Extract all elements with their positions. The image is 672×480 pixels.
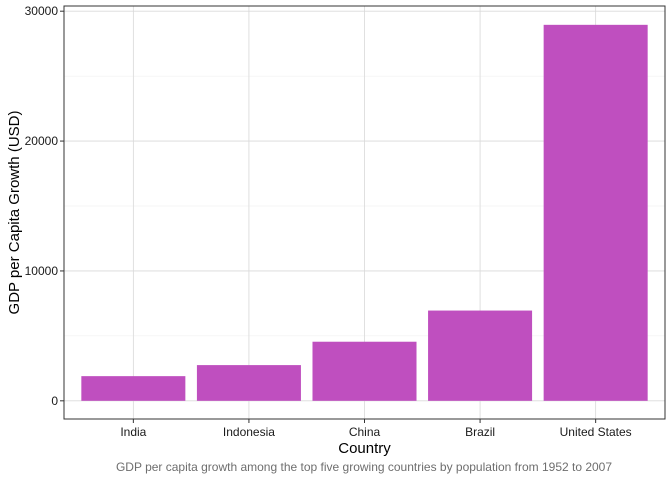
y-axis-ticks: 0 10000 20000 30000 bbox=[25, 4, 64, 408]
x-axis-title: Country bbox=[338, 440, 391, 457]
y-axis-title: GDP per Capita Growth (USD) bbox=[6, 111, 23, 315]
y-tick-label: 0 bbox=[51, 394, 58, 408]
bar-indonesia bbox=[196, 365, 301, 401]
x-tick-label: Indonesia bbox=[223, 425, 275, 439]
y-tick-label: 20000 bbox=[25, 134, 59, 148]
y-tick-label: 30000 bbox=[25, 4, 59, 18]
x-tick-label: India bbox=[120, 425, 146, 439]
x-axis-ticks: India Indonesia China Brazil United States bbox=[120, 419, 632, 439]
x-tick-label: United States bbox=[560, 425, 632, 439]
x-tick-label: China bbox=[349, 425, 381, 439]
bar-india bbox=[81, 376, 186, 401]
chart-caption: GDP per capita growth among the top five… bbox=[116, 460, 612, 474]
x-tick-label: Brazil bbox=[465, 425, 495, 439]
bars bbox=[81, 24, 648, 401]
y-tick-label: 10000 bbox=[25, 264, 59, 278]
bar-united-states bbox=[543, 24, 648, 401]
bar-china bbox=[312, 341, 417, 401]
bar-brazil bbox=[428, 310, 533, 401]
